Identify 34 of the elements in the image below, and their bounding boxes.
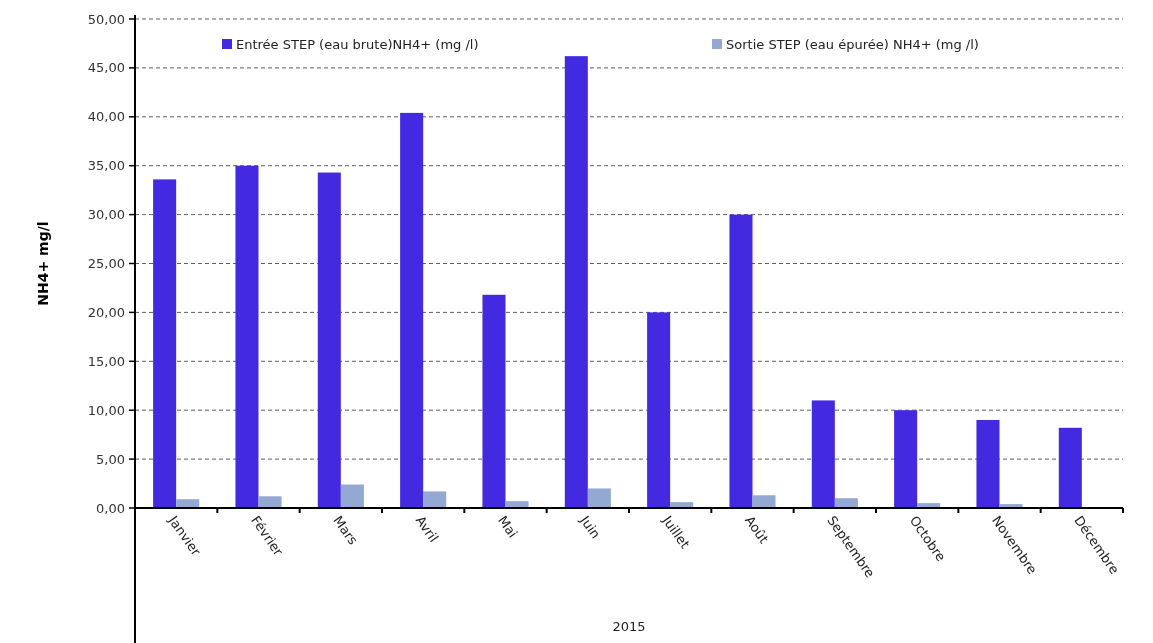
bar: [423, 491, 447, 508]
bar: [482, 294, 506, 508]
bar: [400, 112, 424, 508]
bar: [834, 498, 858, 508]
y-tick-label: 40,00: [87, 109, 125, 125]
y-tick-label: 10,00: [87, 402, 125, 418]
bar: [729, 214, 753, 508]
y-tick-label: 45,00: [87, 60, 125, 76]
bar: [317, 172, 341, 508]
bar: [564, 56, 588, 508]
y-tick-label: 30,00: [87, 207, 125, 223]
y-tick-label: 35,00: [87, 158, 125, 174]
y-tick-label: 15,00: [87, 353, 125, 369]
y-tick-label: 50,00: [87, 11, 125, 27]
y-tick-label: 5,00: [96, 451, 125, 467]
bar: [647, 312, 671, 508]
bar: [752, 495, 776, 508]
bar: [587, 488, 611, 508]
bar: [976, 419, 1000, 508]
bar: [1058, 427, 1082, 508]
legend-label: Sortie STEP (eau épurée) NH4+ (mg /l): [726, 36, 979, 52]
y-tick-label: 25,00: [87, 256, 125, 272]
legend-label: Entrée STEP (eau brute)NH4+ (mg /l): [236, 36, 479, 52]
bar: [235, 165, 259, 508]
bar: [811, 400, 835, 508]
bar: [153, 179, 177, 508]
bar: [340, 484, 364, 508]
y-tick-label: 20,00: [87, 304, 125, 320]
bar: [258, 496, 282, 508]
y-tick-label: 0,00: [96, 500, 125, 516]
x-axis-title: 2015: [612, 619, 646, 634]
bar: [176, 499, 200, 508]
bar: [894, 410, 918, 508]
y-axis-title: NH4+ mg/l: [35, 221, 51, 306]
